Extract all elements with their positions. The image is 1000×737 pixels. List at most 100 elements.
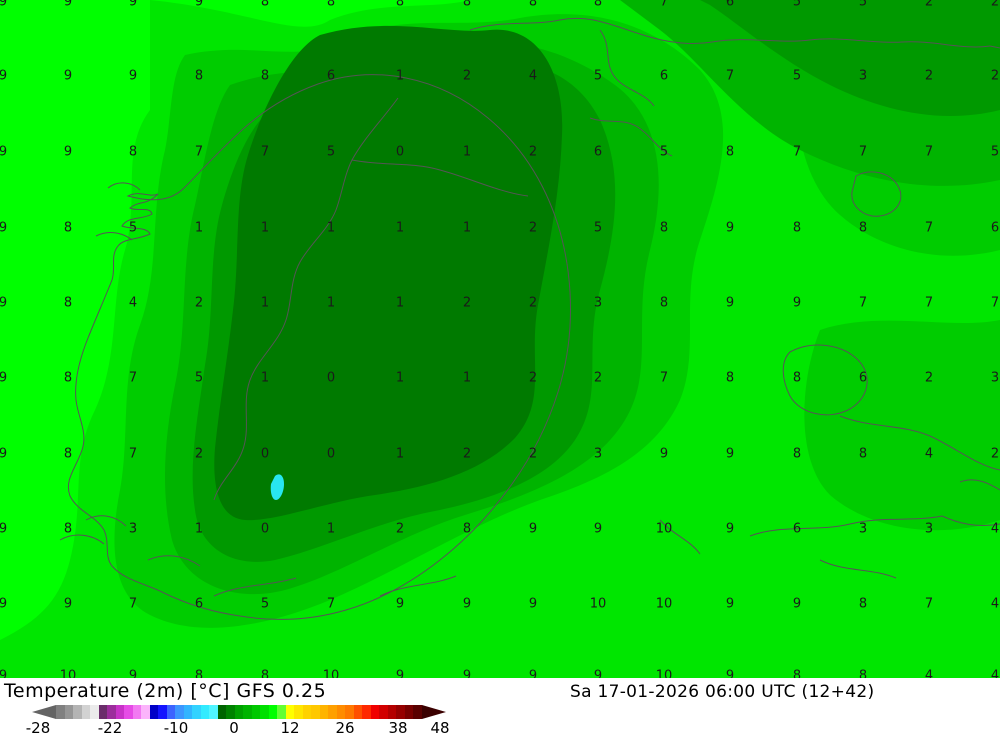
temp-value-label: 8: [326, 0, 336, 10]
temp-value-label: 2: [462, 295, 472, 311]
temp-value-label: 4: [990, 521, 1000, 537]
temp-value-label: 5: [792, 0, 802, 10]
temp-value-label: 8: [725, 144, 735, 160]
colorbar-swatch: [413, 705, 422, 719]
temp-value-label: 7: [924, 220, 934, 236]
temp-value-label: 9: [0, 144, 8, 160]
temp-value-label: 1: [395, 68, 405, 84]
temp-value-label: 7: [260, 144, 270, 160]
temp-value-label: 2: [528, 370, 538, 386]
contour-band-0: [214, 25, 563, 521]
temp-value-label: 9: [0, 68, 8, 84]
temp-value-label: 9: [593, 521, 603, 537]
temp-value-label: 7: [858, 144, 868, 160]
colorbar[interactable]: [24, 705, 454, 719]
temp-value-label: 10: [322, 668, 340, 679]
temp-value-label: 2: [924, 68, 934, 84]
colorbar-swatch: [158, 705, 167, 719]
temp-value-label: 2: [528, 144, 538, 160]
temp-value-label: 5: [858, 0, 868, 10]
model-run-timestamp: Sa 17-01-2026 06:00 UTC (12+42): [570, 682, 875, 702]
temp-value-label: 10: [655, 596, 673, 612]
temp-value-label: 9: [725, 446, 735, 462]
colorbar-tick-labels: -28 -22 -10 0 12 26 38 48: [0, 719, 470, 737]
temp-value-label: 2: [990, 68, 1000, 84]
temp-value-label: 9: [528, 668, 538, 679]
temp-value-label: 10: [59, 668, 77, 679]
temp-value-label: 7: [128, 596, 138, 612]
temp-value-label: 6: [858, 370, 868, 386]
temp-value-label: 9: [0, 521, 8, 537]
temp-value-label: 9: [528, 521, 538, 537]
colorbar-swatch: [200, 705, 209, 719]
temp-value-label: 1: [462, 370, 472, 386]
temp-value-label: 8: [792, 446, 802, 462]
temp-value-label: 1: [194, 220, 204, 236]
temp-value-label: 8: [63, 370, 73, 386]
temp-value-label: 8: [395, 0, 405, 10]
temp-value-label: 5: [260, 596, 270, 612]
temp-value-label: 8: [792, 220, 802, 236]
temp-value-label: 8: [63, 220, 73, 236]
temp-value-label: 9: [63, 68, 73, 84]
temp-value-label: 2: [990, 446, 1000, 462]
colorbar-swatch: [64, 705, 73, 719]
temp-value-label: 7: [659, 370, 669, 386]
temp-value-label: 0: [260, 446, 270, 462]
colorbar-swatch: [336, 705, 345, 719]
temp-value-label: 7: [725, 68, 735, 84]
temp-value-label: 2: [528, 295, 538, 311]
temp-value-label: 9: [593, 668, 603, 679]
colorbar-swatch: [268, 705, 277, 719]
colorbar-tick-label: 0: [229, 719, 239, 737]
temp-value-label: 4: [128, 295, 138, 311]
colorbar-tick-label: -28: [25, 719, 51, 737]
colorbar-swatch: [192, 705, 201, 719]
temp-value-label: 8: [260, 668, 270, 679]
colorbar-swatch: [285, 705, 294, 719]
temp-value-label: 9: [725, 295, 735, 311]
temp-value-label: 9: [792, 596, 802, 612]
temp-value-label: 9: [462, 668, 472, 679]
temp-value-label: 8: [194, 668, 204, 679]
temp-value-label: 4: [990, 668, 1000, 679]
temp-value-label: 9: [725, 596, 735, 612]
temp-value-label: 6: [326, 68, 336, 84]
temp-value-label: 5: [194, 370, 204, 386]
temp-value-label: 2: [462, 68, 472, 84]
temp-value-label: 8: [858, 446, 868, 462]
colorbar-swatch: [302, 705, 311, 719]
colorbar-swatch: [107, 705, 116, 719]
contour-band-6-se: [804, 320, 1000, 531]
temp-value-label: 4: [528, 68, 538, 84]
colorbar-swatch: [217, 705, 226, 719]
colorbar-swatch: [115, 705, 124, 719]
colorbar-tick-label: 48: [430, 719, 450, 737]
colorbar-over-arrow: [422, 705, 446, 719]
colorbar-swatch: [124, 705, 133, 719]
temp-value-label: 1: [462, 144, 472, 160]
temperature-contour-layer: [0, 0, 1000, 678]
colorbar-swatch: [234, 705, 243, 719]
colorbar-swatch: [90, 705, 99, 719]
temp-value-label: 4: [924, 668, 934, 679]
temp-value-label: 9: [462, 596, 472, 612]
temp-value-label: 9: [725, 521, 735, 537]
temp-value-label: 6: [659, 68, 669, 84]
temp-value-label: 8: [725, 370, 735, 386]
temp-value-label: 5: [593, 220, 603, 236]
temp-value-label: 8: [858, 596, 868, 612]
temp-value-label: 9: [194, 0, 204, 10]
temperature-map[interactable]: 9 9 9 9 8 8 8 8 8 8 7 6 5 5 2 2 9 9 9 8 8 6 1 2 4 5 6 7 5 3 2 2 9 9 8 7 7 5 0 1…: [0, 0, 1000, 678]
temp-value-label: 9: [659, 446, 669, 462]
colorbar-swatch: [209, 705, 218, 719]
temp-value-label: 7: [990, 295, 1000, 311]
temp-value-label: 7: [924, 596, 934, 612]
temp-value-label: 8: [260, 68, 270, 84]
temp-value-label: 1: [395, 295, 405, 311]
temp-value-label: 0: [326, 370, 336, 386]
colorbar-swatch: [345, 705, 354, 719]
temp-value-label: 8: [462, 521, 472, 537]
temp-value-label: 9: [725, 668, 735, 679]
